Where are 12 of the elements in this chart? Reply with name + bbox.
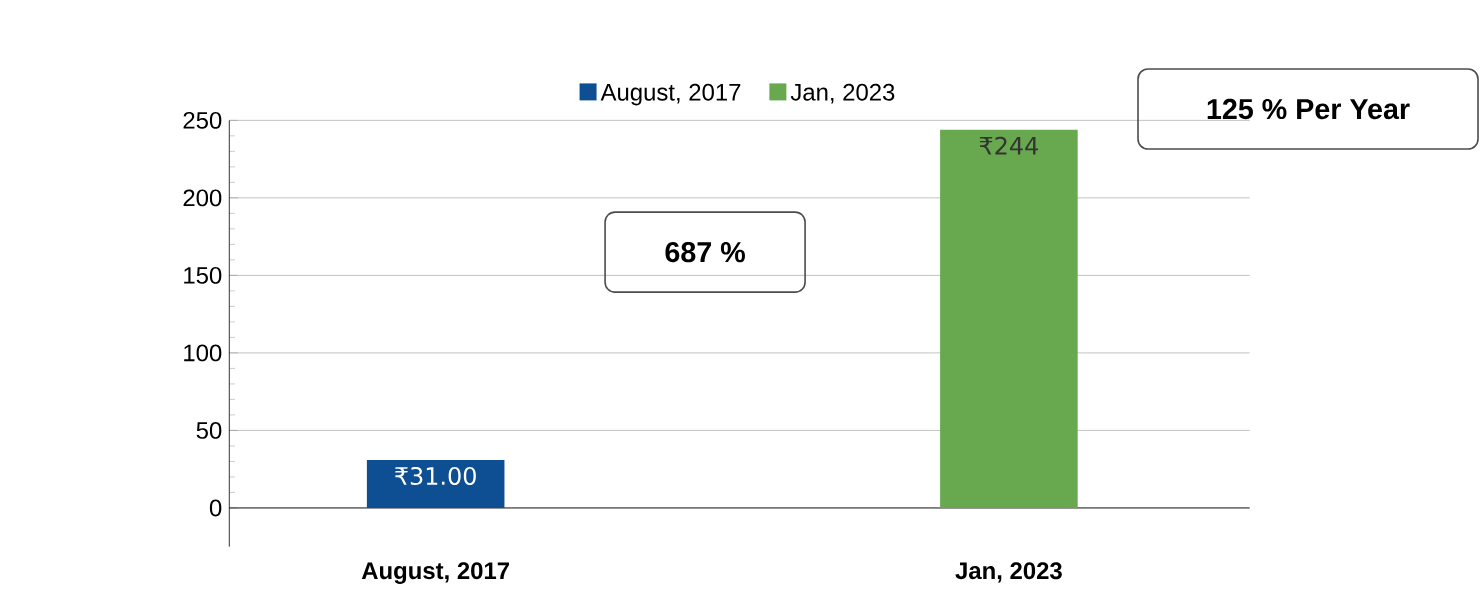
data-label: ₹244 xyxy=(979,136,1038,155)
y-tick-label: 150 xyxy=(184,267,222,285)
y-tick-label: 250 xyxy=(183,112,222,129)
annotation: 687 % xyxy=(665,242,745,263)
y-tick-label: 200 xyxy=(183,189,222,207)
legend-label: August, 2017 xyxy=(600,83,741,106)
legend-label: Jan, 2023 xyxy=(790,83,895,104)
data-label: ₹31.00 xyxy=(395,467,476,486)
y-tick-label: 50 xyxy=(196,422,222,440)
y-tick-label: 100 xyxy=(184,344,222,362)
y-tick-label: 0 xyxy=(209,499,222,517)
text: 125 % Per Year xyxy=(1207,99,1410,120)
